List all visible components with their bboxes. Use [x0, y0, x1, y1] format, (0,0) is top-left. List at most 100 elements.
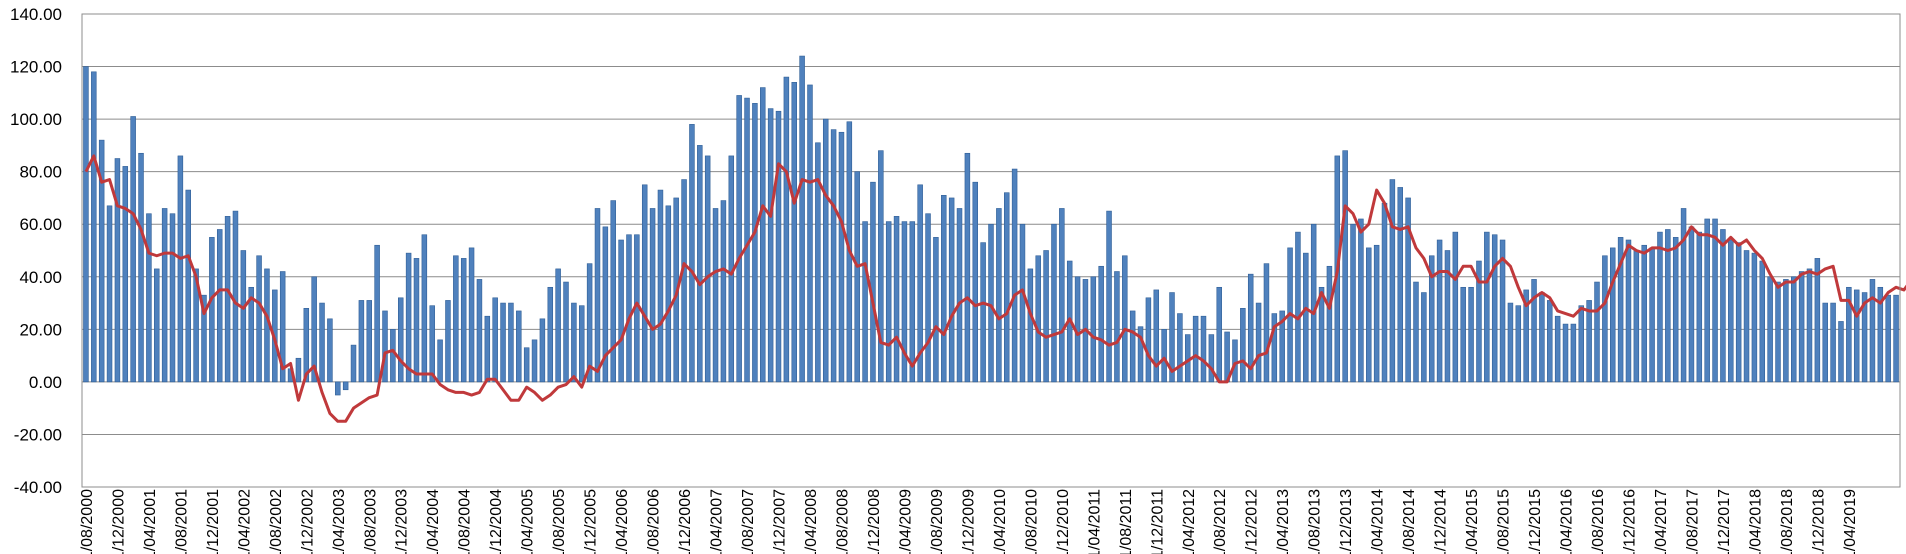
- x-tick-label: 01/12/2001: [205, 489, 222, 554]
- x-tick-label: 01/08/2007: [740, 489, 757, 554]
- bar: [1090, 276, 1097, 383]
- bar: [1279, 310, 1285, 383]
- bar: [602, 226, 609, 383]
- bar: [1358, 218, 1364, 383]
- bar: [1389, 179, 1396, 383]
- bar: [1743, 250, 1750, 383]
- x-tick-label: 01/08/2011: [1118, 489, 1135, 554]
- bar: [815, 142, 821, 383]
- x-tick-label: 01/04/2016: [1559, 489, 1576, 554]
- x-tick-label: 01/04/2015: [1464, 489, 1481, 554]
- bar: [421, 234, 428, 383]
- bar: [626, 234, 632, 383]
- bar: [1413, 281, 1419, 383]
- bar: [453, 255, 459, 383]
- bar: [1720, 229, 1726, 383]
- x-tick-label: 01/08/2012: [1212, 489, 1229, 554]
- bar: [799, 55, 805, 383]
- bar: [893, 216, 900, 383]
- bar: [193, 268, 199, 383]
- bar: [547, 286, 554, 383]
- bar: [1775, 281, 1781, 383]
- bar: [563, 281, 569, 383]
- y-tick-label: 120.00: [10, 58, 62, 77]
- bar: [1019, 223, 1026, 383]
- y-tick-label: 40.00: [19, 268, 62, 287]
- bar: [146, 213, 152, 383]
- bar: [1791, 276, 1797, 383]
- bar: [437, 339, 443, 383]
- bar: [405, 252, 412, 383]
- bar: [476, 279, 483, 383]
- bar: [1208, 334, 1215, 383]
- bar: [1137, 326, 1144, 383]
- y-tick-label: 0.00: [29, 373, 62, 392]
- bar: [1491, 234, 1498, 383]
- bar: [1853, 289, 1860, 383]
- bar: [169, 213, 176, 383]
- bar: [1783, 279, 1789, 383]
- y-tick-label: -20.00: [14, 425, 62, 444]
- x-tick-label: 01/04/2006: [614, 489, 631, 554]
- bar: [822, 118, 829, 383]
- bar: [1444, 250, 1451, 383]
- bar: [594, 208, 601, 383]
- x-tick-label: 01/12/2014: [1433, 489, 1450, 554]
- x-tick-label: 01/12/2006: [677, 489, 694, 554]
- bar: [1578, 305, 1584, 383]
- bar: [1114, 271, 1120, 383]
- bar: [1192, 315, 1199, 383]
- bar: [854, 171, 860, 383]
- bar: [1649, 247, 1655, 383]
- bar: [941, 195, 947, 383]
- bar: [1547, 300, 1553, 383]
- bar: [1515, 305, 1522, 383]
- bar: [1161, 329, 1167, 383]
- x-tick-label: 01/08/2018: [1779, 489, 1796, 554]
- x-tick-label: 01/08/2010: [1023, 489, 1040, 554]
- x-tick-label: 01/08/2013: [1307, 489, 1324, 554]
- bar: [350, 344, 357, 383]
- bar-series: [83, 55, 1899, 396]
- x-tick-label: 01/04/2010: [992, 489, 1009, 554]
- x-tick-label: 01/08/2009: [929, 489, 946, 554]
- bar: [1059, 208, 1065, 383]
- bar: [1310, 223, 1317, 383]
- bar: [413, 258, 420, 383]
- bar: [98, 139, 105, 383]
- x-tick-label: 01/08/2017: [1684, 489, 1701, 554]
- bar: [1672, 237, 1679, 383]
- bar: [303, 308, 310, 383]
- y-tick-label: 80.00: [19, 163, 62, 182]
- bar: [1507, 302, 1514, 383]
- bar: [925, 213, 931, 383]
- x-tick-label: 01/08/2006: [646, 489, 663, 554]
- bar: [1468, 286, 1474, 383]
- bar: [311, 276, 317, 383]
- bar: [232, 210, 239, 383]
- bar: [1373, 244, 1380, 383]
- bar: [398, 297, 404, 383]
- bar: [1169, 292, 1175, 383]
- bar: [468, 247, 475, 383]
- bar: [830, 129, 837, 383]
- bar: [697, 145, 703, 383]
- bar: [1704, 218, 1710, 383]
- bar: [122, 166, 129, 383]
- x-tick-label: 01/08/2008: [834, 489, 851, 554]
- bar: [1255, 302, 1262, 383]
- bar: [901, 221, 908, 383]
- x-axis-ticks: 01/08/2000 01/12/2000 01/04/2001 01/08/2001…: [79, 489, 1859, 554]
- bar: [760, 87, 766, 383]
- bar: [492, 297, 498, 383]
- bar: [1122, 255, 1128, 383]
- bar: [508, 302, 514, 383]
- bar: [1381, 202, 1388, 383]
- bar: [1247, 273, 1254, 383]
- bar: [256, 255, 262, 383]
- x-tick-label: 01/12/2003: [394, 489, 411, 554]
- bar: [327, 318, 333, 383]
- bar: [1712, 218, 1718, 383]
- bar: [539, 318, 546, 383]
